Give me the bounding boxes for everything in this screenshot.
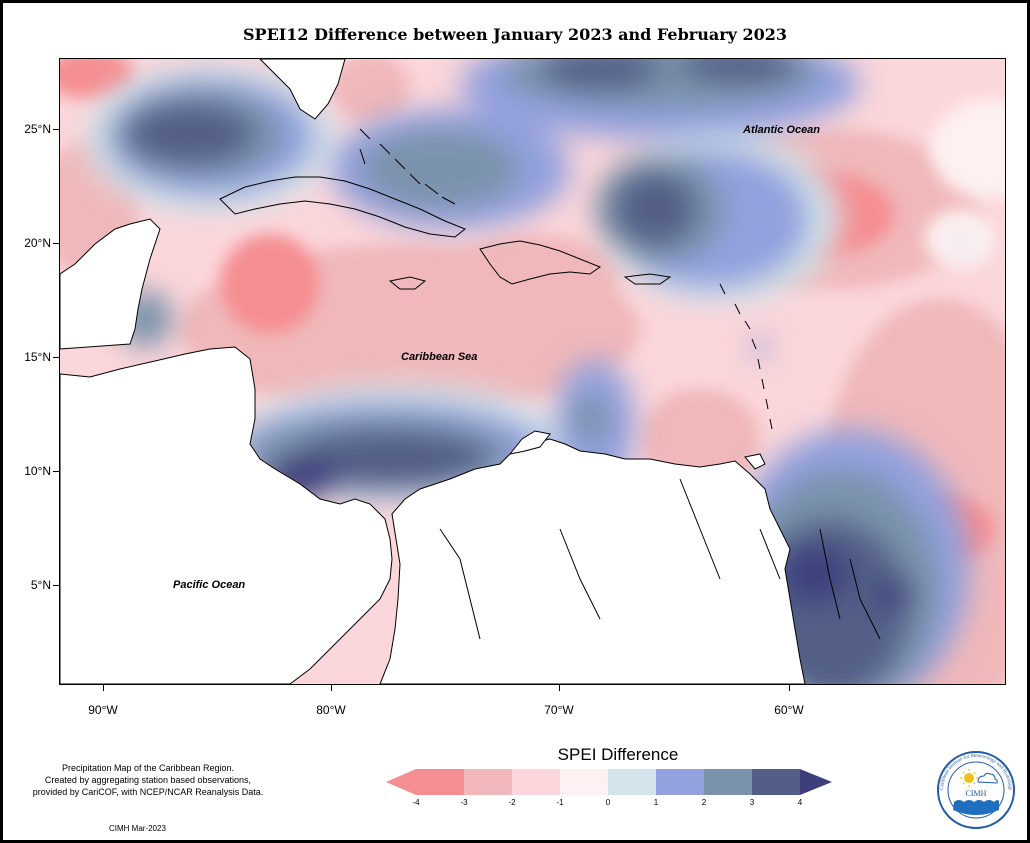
legend-swatch-9 (800, 769, 832, 795)
map-panel (59, 58, 1006, 685)
issue-stamp: CIMH Mar-2023 (109, 824, 166, 833)
pacific-ocean-label: Pacific Ocean (173, 579, 246, 591)
land-puerto-rico (623, 273, 672, 285)
land-hispaniola (479, 240, 602, 285)
wet-north-band-dark2 (680, 59, 800, 84)
legend-swatch-2 (464, 769, 512, 795)
legend-tick: -2 (508, 798, 516, 807)
credit-line-2: Created by aggregating station based obs… (44, 775, 252, 785)
legend-swatch-1 (416, 769, 464, 795)
legend-tick: 1 (653, 798, 659, 807)
lon-tickmark (789, 685, 790, 691)
atlantic-ocean-label: Atlantic Ocean (743, 124, 821, 136)
lat-tick-25n: 25°N (24, 122, 51, 136)
caribbean-sea-label: Caribbean Sea (401, 351, 478, 363)
wet-north-band-dark (540, 59, 660, 91)
sun-icon (960, 769, 978, 787)
lat-tickmark (53, 243, 59, 244)
legend-colorbar (386, 769, 832, 795)
legend-swatch-0 (386, 769, 416, 795)
wet-bahamas-inner (360, 129, 520, 209)
island-details (359, 128, 881, 640)
figure-title: SPEI12 Difference between January 2023 a… (242, 25, 788, 44)
lat-tickmark (53, 585, 59, 586)
legend-tick: -4 (412, 798, 420, 807)
lon-tickmark (331, 685, 332, 691)
legend-swatch-3 (512, 769, 560, 795)
wet-puerto-rico-core (613, 171, 697, 247)
wet-suriname-core (873, 579, 917, 609)
wet-gulf-core (125, 102, 255, 166)
lon-tick-80w: 80°W (316, 703, 346, 717)
lon-tickmark (103, 685, 104, 691)
land-peninsula-guajira (508, 430, 551, 455)
lesser-antilles-chain (719, 283, 773, 430)
wet-venezuela-core (570, 394, 610, 444)
lon-tick-70w: 70°W (544, 703, 574, 717)
wet-antilles-spot (750, 337, 770, 357)
figure-frame: SPEI12 Difference between January 2023 a… (3, 3, 1027, 840)
dry-patch-central (220, 234, 320, 334)
bahamas-islands (359, 128, 456, 205)
country-borders (439, 478, 881, 640)
land-central-america (60, 346, 393, 684)
legend-swatch-4 (560, 769, 608, 795)
dry-patch-nw (60, 59, 135, 99)
land-south-america (379, 438, 806, 684)
lon-tickmark (559, 685, 560, 691)
land-trinidad (744, 453, 766, 470)
legend-title: SPEI Difference (557, 745, 679, 764)
credit-line-3: provided by CariCOF, with NCEP/NCAR Rean… (32, 787, 264, 797)
lat-tick-20n: 20°N (24, 236, 51, 250)
lon-tick-60w: 60°W (774, 703, 804, 717)
lat-tick-15n: 15°N (24, 350, 51, 364)
lat-tick-5n: 5°N (30, 578, 51, 592)
wet-guiana-core (780, 544, 850, 604)
neutral-patch-ne (930, 99, 1005, 199)
wet-atlantic-spot (955, 239, 965, 249)
land-jamaica (388, 276, 427, 290)
legend-tick: 2 (701, 798, 707, 807)
legend-swatch-6 (656, 769, 704, 795)
legend-tick: 0 (605, 798, 611, 807)
lon-tick-90w: 90°W (88, 703, 118, 717)
legend-swatch-5 (608, 769, 656, 795)
lat-tickmark (53, 471, 59, 472)
legend-tick: -1 (556, 798, 564, 807)
map-canvas (60, 59, 1005, 684)
data-credit: Precipitation Map of the Caribbean Regio… (8, 762, 288, 798)
cimh-logo: CIMH Caribbean Institute for Meteorology… (937, 751, 1015, 829)
wet-field-north (85, 59, 860, 304)
lat-tick-10n: 10°N (24, 464, 51, 478)
lat-tickmark (53, 357, 59, 358)
land-masses (60, 59, 806, 684)
land-cuba (219, 176, 466, 238)
legend-swatch-7 (704, 769, 752, 795)
logo-name: CIMH (966, 789, 987, 798)
credit-line-1: Precipitation Map of the Caribbean Regio… (61, 763, 235, 773)
legend-tick: 4 (797, 798, 803, 807)
legend-tick: -3 (460, 798, 468, 807)
lat-tickmark (53, 129, 59, 130)
wet-colombia-core (290, 429, 490, 489)
waves-icon (953, 800, 999, 815)
land-yucatan-mexico (60, 218, 161, 350)
dry-patch-florida (330, 59, 410, 124)
legend-swatch-8 (752, 769, 800, 795)
cloud-icon (977, 772, 998, 784)
land-florida (259, 59, 346, 120)
legend-tick: 3 (749, 798, 755, 807)
